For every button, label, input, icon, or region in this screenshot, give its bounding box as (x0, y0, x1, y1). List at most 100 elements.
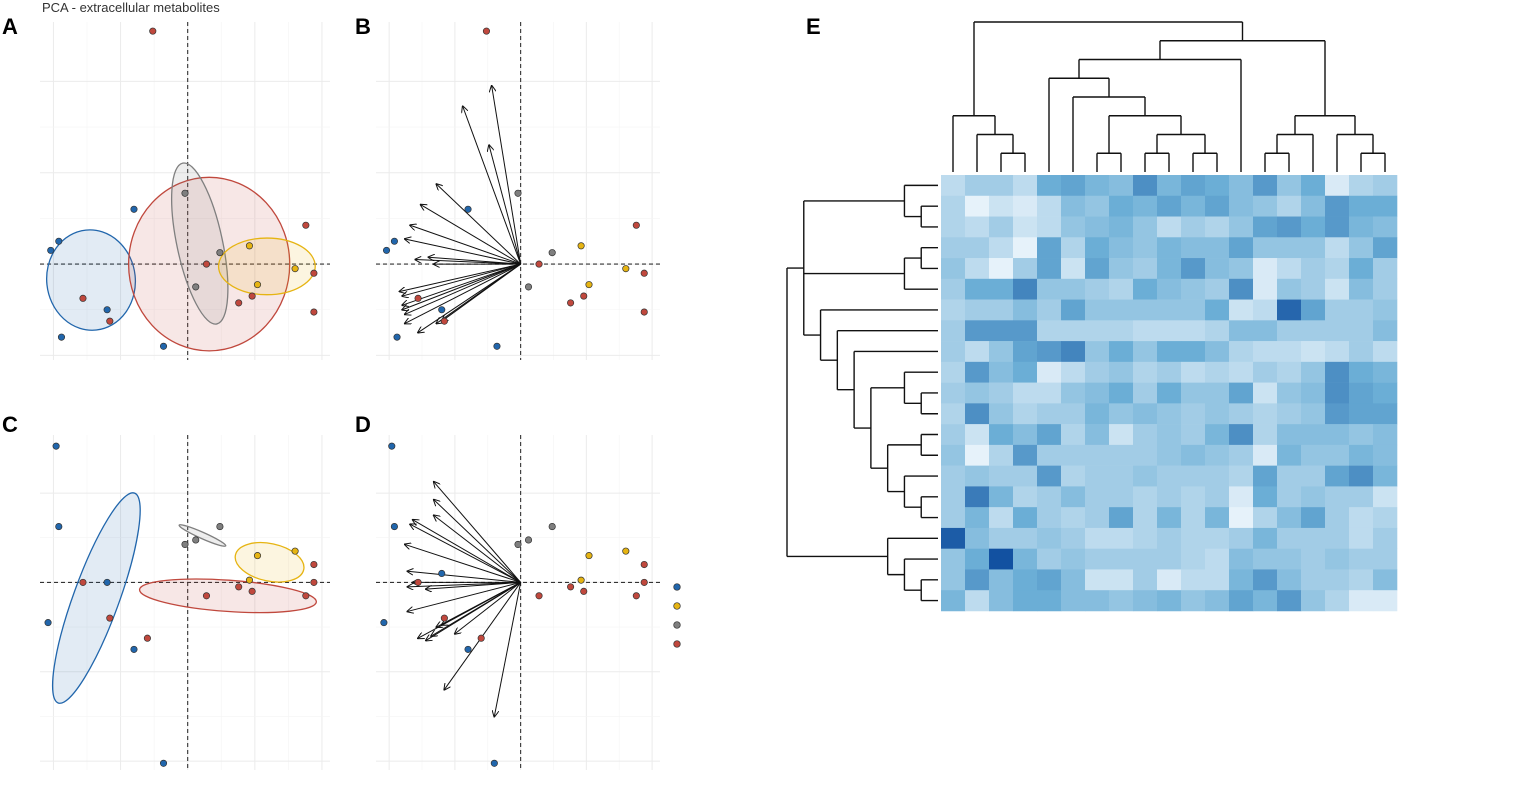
heatmap-cell (1109, 507, 1134, 529)
data-point-gsd-ia (291, 265, 299, 273)
heatmap-cell (989, 444, 1014, 466)
data-point-gsd-iii (302, 221, 310, 229)
heatmap-cell (1109, 320, 1134, 342)
heatmap-cell (1205, 278, 1230, 300)
heatmap-cell (1061, 590, 1086, 612)
heatmap-cell (1181, 341, 1206, 363)
heatmap-cell (1133, 486, 1158, 508)
ellipse-gsd-ib (178, 524, 227, 547)
heatmap-cell (1301, 548, 1326, 570)
data-point-gsd-ia (577, 576, 585, 584)
heatmap-cell (1061, 465, 1086, 487)
heatmap-cell (1325, 341, 1350, 363)
heatmap-cell (1037, 527, 1062, 549)
heatmap-cell (1205, 237, 1230, 259)
heatmap-cell (1325, 403, 1350, 425)
data-point-control (103, 578, 111, 586)
data-point-gsd-iii (535, 592, 543, 600)
heatmap-cell (965, 320, 990, 342)
heatmap-cell (1277, 361, 1302, 383)
heatmap-cell (1037, 195, 1062, 217)
heatmap-cell (1277, 195, 1302, 217)
heatmap-cell (1325, 548, 1350, 570)
heatmap-cell (1205, 382, 1230, 404)
heatmap-cell (1181, 320, 1206, 342)
heatmap-cell (1013, 403, 1038, 425)
data-point-gsd-iii (580, 587, 588, 595)
heatmap-cell (1349, 320, 1374, 342)
heatmap-cell (1253, 361, 1278, 383)
heatmap-cell (1277, 382, 1302, 404)
heatmap-cell (1037, 278, 1062, 300)
heatmap-cell (1277, 507, 1302, 529)
heatmap-cell (1061, 507, 1086, 529)
heatmap-cell (1085, 341, 1110, 363)
heatmap-cell (1061, 548, 1086, 570)
heatmap-cell (941, 216, 966, 238)
heatmap-cell (989, 507, 1014, 529)
data-point-gsd-ia (622, 547, 630, 555)
data-point-gsd-iii (106, 317, 114, 325)
heatmap-cell (1373, 299, 1398, 321)
heatmap-cell (1277, 444, 1302, 466)
data-point-control (130, 205, 138, 213)
heatmap-cell (1109, 195, 1134, 217)
heatmap-cell (1325, 465, 1350, 487)
heatmap-cell (1109, 527, 1134, 549)
heatmap-cell (1013, 361, 1038, 383)
heatmap-cell (1373, 424, 1398, 446)
data-point-control (390, 523, 398, 531)
heatmap-cell (1205, 444, 1230, 466)
heatmap-cell (1085, 237, 1110, 259)
heatmap-cell (1373, 527, 1398, 549)
heatmap-cell (1109, 361, 1134, 383)
heatmap-cell (1277, 403, 1302, 425)
heatmap-cell (1013, 527, 1038, 549)
heatmap-cell (1373, 195, 1398, 217)
heatmap-cell (1037, 341, 1062, 363)
data-point-gsd-iii (79, 294, 87, 302)
heatmap-cell (1157, 341, 1182, 363)
heatmap-cell (1061, 444, 1086, 466)
heatmap-cell (1205, 195, 1230, 217)
data-point-gsd-iii (302, 592, 310, 600)
heatmap-cell (1133, 299, 1158, 321)
heatmap-cell (1133, 278, 1158, 300)
groups-legend (673, 583, 681, 648)
data-point-gsd-ib (216, 523, 224, 531)
heatmap-cell (1325, 361, 1350, 383)
heatmap-cell (1037, 216, 1062, 238)
heatmap-cell (965, 216, 990, 238)
heatmap-cell (1253, 486, 1278, 508)
heatmap-cell (1325, 320, 1350, 342)
heatmap-cell (1061, 486, 1086, 508)
heatmap-cell (1301, 507, 1326, 529)
heatmap-cell (1109, 175, 1134, 197)
heatmap-cell (1349, 258, 1374, 280)
heatmap-cell (1301, 258, 1326, 280)
heatmap-cell (941, 258, 966, 280)
loading-arrow (402, 263, 521, 310)
heatmap-cell (1301, 403, 1326, 425)
heatmap-cell (1181, 361, 1206, 383)
heatmap-cell (1085, 527, 1110, 549)
heatmap-cell (965, 444, 990, 466)
heatmap-cell (1157, 195, 1182, 217)
data-point-gsd-ia (291, 547, 299, 555)
heatmap-cell (1133, 237, 1158, 259)
data-point-gsd-iii (310, 578, 318, 586)
heatmap-cell (1061, 382, 1086, 404)
heatmap-cell (941, 237, 966, 259)
heatmap-cell (1181, 216, 1206, 238)
heatmap-cell (1277, 569, 1302, 591)
heatmap-cell (989, 299, 1014, 321)
heatmap-cell (1253, 590, 1278, 612)
heatmap-cell (1013, 486, 1038, 508)
heatmap-cell (1253, 403, 1278, 425)
heatmap-cell (1109, 486, 1134, 508)
heatmap-cell (1037, 465, 1062, 487)
heatmap-cell (941, 175, 966, 197)
heatmap-cell (1109, 216, 1134, 238)
heatmap-cell (1013, 299, 1038, 321)
heatmap-cell (989, 216, 1014, 238)
